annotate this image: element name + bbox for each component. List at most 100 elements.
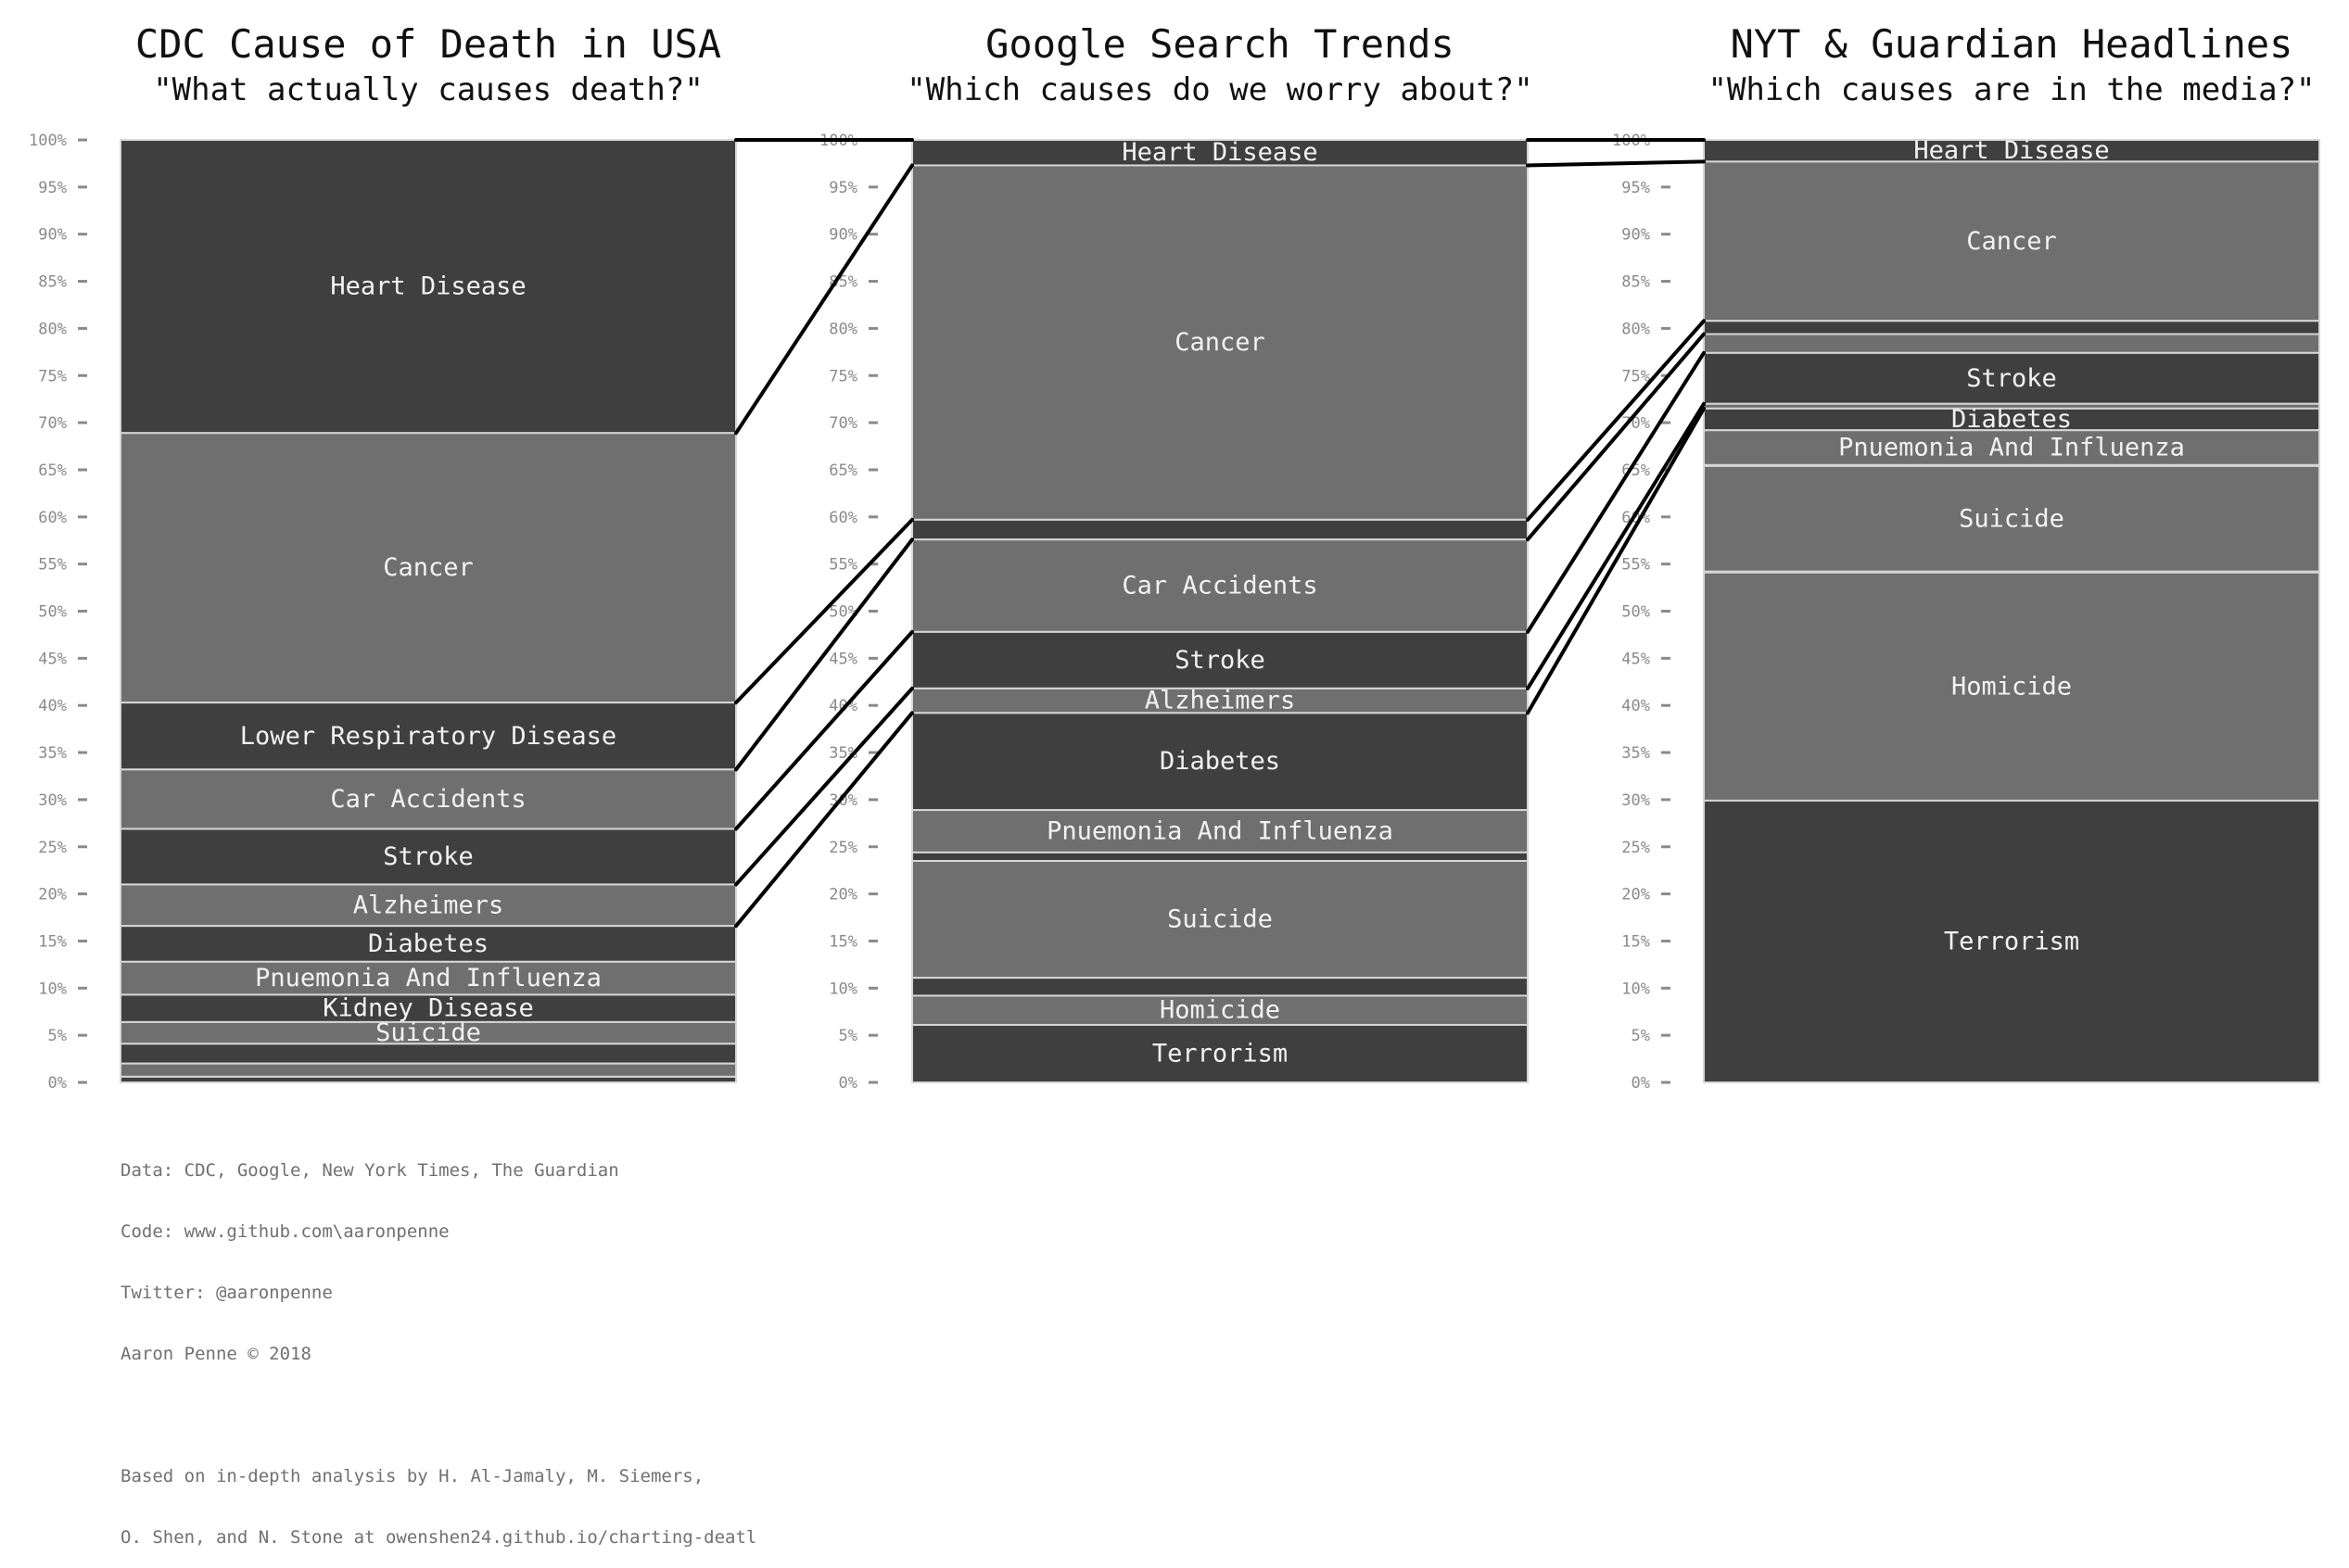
connector-line <box>1526 401 1706 690</box>
y-tick-label: 100% <box>29 132 67 150</box>
y-tick-label: 50% <box>1621 603 1650 622</box>
bar-segment-lower-respiratory-disease <box>1703 320 2320 335</box>
y-tick-label: 85% <box>38 273 67 292</box>
bar-segment-stroke <box>120 828 737 886</box>
segment-label: Terrorism <box>1152 1039 1288 1068</box>
segment-label: Pnuemonia And Influenza <box>255 964 602 993</box>
y-tick-label: 20% <box>38 886 67 904</box>
panel-titles: CDC Cause of Death in USA "What actually… <box>135 21 2316 108</box>
segment-label: Homicide <box>1951 672 2072 701</box>
bar-segment-car-accidents <box>911 538 1529 633</box>
y-tick-label: 90% <box>829 226 857 245</box>
bar-segment-diabetes <box>120 925 737 963</box>
y-tick-label: 55% <box>38 556 67 575</box>
y-tick-label: 45% <box>1621 650 1650 668</box>
y-tick-label: 15% <box>1621 932 1650 951</box>
connector-line <box>734 517 914 705</box>
y-tick-label: 20% <box>1621 886 1650 904</box>
segment-label: Stroke <box>1966 364 2057 393</box>
y-tick-label: 70% <box>38 414 67 433</box>
y-tick-label: 0% <box>48 1074 67 1093</box>
bar-segment-cancer <box>1703 160 2320 322</box>
connector-line <box>1526 406 1706 715</box>
segment-label: Car Accidents <box>1122 572 1317 601</box>
stacked-bar-charts: CDC Cause of Death in USA "What actually… <box>29 21 2320 1093</box>
bar-segment-lower-respiratory-disease <box>120 702 737 771</box>
bar-segment-cancer <box>120 432 737 704</box>
connector-line <box>734 686 914 887</box>
footer-analysis-note-2: O. Shen, and N. Stone at owenshen24.gith… <box>121 1527 757 1548</box>
y-tick-label: 55% <box>829 556 857 575</box>
y-tick-label: 10% <box>829 980 857 998</box>
connector-line <box>734 163 914 436</box>
y-tick-label: 80% <box>829 320 857 338</box>
segment-label: Alzheimers <box>1145 687 1296 715</box>
y-tick-label: 60% <box>38 509 67 527</box>
footer-code-link: Code: www.github.com\aaronpenne <box>121 1221 450 1242</box>
segment-label: Stroke <box>1174 646 1265 675</box>
segment-label: Cancer <box>383 553 474 582</box>
y-tick-label: 0% <box>1632 1074 1650 1093</box>
connector-line <box>1526 332 1706 542</box>
bar-segment-terrorism <box>120 1075 737 1083</box>
y-tick-label: 0% <box>839 1074 857 1093</box>
connector-line <box>734 629 914 831</box>
bar-segment-stroke <box>911 630 1529 689</box>
connector-line <box>1526 159 1706 168</box>
bar-segment-kidney-disease <box>911 851 1529 863</box>
bar-segment-homicide <box>911 994 1529 1026</box>
y-tick-label: 10% <box>1621 980 1650 998</box>
segment-label: Kidney Disease <box>323 994 534 1023</box>
segment-label: Stroke <box>383 842 474 871</box>
segment-label: Lower Respiratory Disease <box>240 722 616 751</box>
bar-segment-kidney-disease <box>120 993 737 1023</box>
bar-segment-pnuemonia-and-influenza <box>1703 429 2320 466</box>
y-tick-label: 40% <box>38 697 67 715</box>
panel-subtitle-cdc: "What actually causes death?" <box>153 71 704 108</box>
connector-line <box>1526 319 1706 522</box>
y-tick-label: 65% <box>38 462 67 480</box>
segment-label: Pnuemonia And Influenza <box>1838 434 2185 462</box>
y-tick-label: 50% <box>829 603 857 622</box>
y-tick-label: 85% <box>1621 273 1650 292</box>
y-tick-label: 80% <box>1621 320 1650 338</box>
y-tick-label: 35% <box>38 744 67 763</box>
y-tick-label: 60% <box>829 509 857 527</box>
segment-label: Car Accidents <box>330 785 526 814</box>
y-tick-label: 70% <box>829 414 857 433</box>
y-tick-label: 25% <box>829 839 857 857</box>
y-tick-label: 5% <box>48 1027 67 1045</box>
y-tick-label: 15% <box>829 932 857 951</box>
segment-label: Diabetes <box>1160 747 1280 776</box>
bar-segment-diabetes <box>911 712 1529 812</box>
y-tick-label: 30% <box>1621 791 1650 810</box>
footer-copyright: Aaron Penne © 2018 <box>121 1344 311 1364</box>
y-tick-label: 50% <box>38 603 67 622</box>
y-tick-label: 20% <box>829 886 857 904</box>
connector-line <box>1526 350 1706 634</box>
y-tick-label: 30% <box>38 791 67 810</box>
bar-segment-alzheimers <box>120 883 737 928</box>
segment-label: Heart Disease <box>1122 138 1317 167</box>
y-tick-label: 95% <box>38 179 67 197</box>
bar-segment-car-accidents <box>120 768 737 830</box>
panel-title-cdc: CDC Cause of Death in USA <box>135 21 721 67</box>
segment-label: Alzheimers <box>353 891 504 919</box>
bar-segment-homicide <box>120 1062 737 1078</box>
connector-line <box>734 711 914 929</box>
segment-label: Suicide <box>375 1018 481 1047</box>
y-tick-label: 95% <box>829 179 857 197</box>
y-tick-label: 75% <box>829 367 857 386</box>
segment-label: Heart Disease <box>330 272 526 301</box>
panel-title-media: NYT & Guardian Headlines <box>1731 21 2293 67</box>
footer-spacer <box>121 1405 756 1425</box>
bar-segment-heart-disease <box>120 139 737 435</box>
footer-data-source: Data: CDC, Google, New York Times, The G… <box>121 1160 619 1181</box>
y-tick-label: 90% <box>1621 226 1650 245</box>
y-tick-label: 65% <box>829 462 857 480</box>
segment-label: Cancer <box>1174 328 1265 357</box>
stacked-bars: Heart Disease Cancer Lower Respiratory Dis… <box>120 136 2320 1084</box>
bar-segment-homicide <box>1703 571 2320 802</box>
bar-segment-suicide <box>1703 464 2320 573</box>
footer-analysis-note-1: Based on in-depth analysis by H. Al-Jama… <box>121 1466 705 1486</box>
